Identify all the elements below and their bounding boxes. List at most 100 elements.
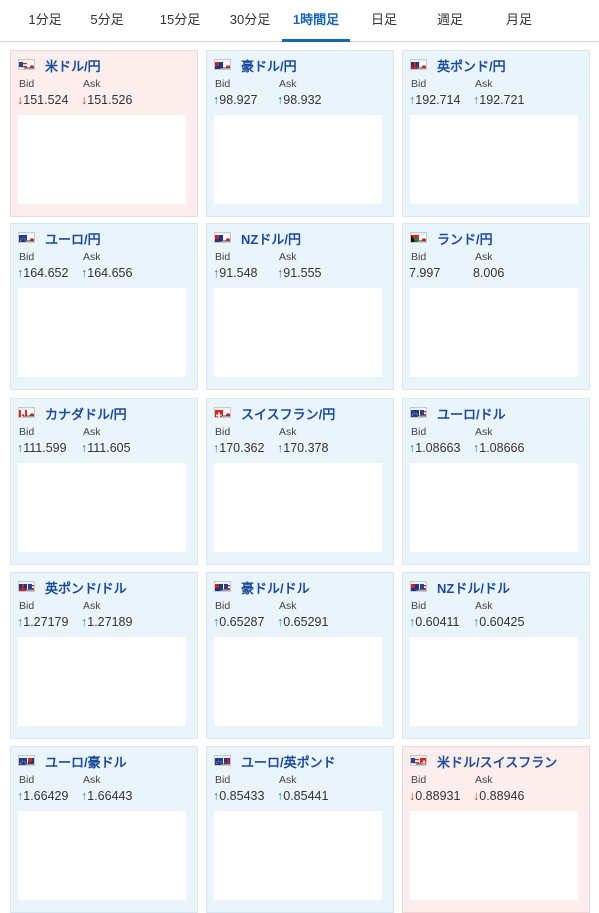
- price-chart[interactable]: [214, 637, 382, 726]
- tab-1[interactable]: 5分足: [90, 12, 124, 27]
- price-chart[interactable]: [18, 637, 186, 726]
- price-chart[interactable]: [18, 463, 186, 552]
- currency-card[interactable]: 0.6560.6540.65214:002:0014:00 豪ドル/ドル Bid…: [206, 572, 394, 739]
- currency-card[interactable]: 19219119014:002:0014:00 英ポンド/円 Bid Ask ↑…: [402, 50, 590, 217]
- plot-frame: [220, 240, 230, 242]
- price-chart[interactable]: [214, 811, 382, 900]
- bid-value: 98.927: [219, 93, 258, 107]
- tab-3[interactable]: 30分足: [229, 12, 271, 27]
- bid-price: ↑1.27179: [17, 615, 68, 629]
- ask-price: ↓151.526: [81, 93, 132, 107]
- currency-pair-title[interactable]: 英ポンド/ドル: [45, 581, 127, 596]
- ask-price: ↑0.85441: [277, 789, 328, 803]
- ask-price: ↑1.27189: [81, 615, 132, 629]
- plot-frame: [24, 415, 34, 417]
- ask-label: Ask: [279, 774, 297, 786]
- ask-label: Ask: [475, 78, 493, 90]
- currency-pair-title[interactable]: ユーロ/円: [45, 232, 101, 247]
- price-chart[interactable]: [410, 288, 578, 377]
- currency-pair-title[interactable]: NZドル/ドル: [437, 581, 510, 596]
- price-chart[interactable]: [214, 115, 382, 204]
- ask-trend-arrow-icon: ↓: [473, 789, 480, 803]
- ask-label: Ask: [83, 78, 101, 90]
- price-chart[interactable]: [410, 115, 578, 204]
- currency-card[interactable]: 16416316214:002:0014:00 ユーロ/円 Bid Ask ↑1…: [10, 223, 198, 390]
- currency-pair-title[interactable]: ユーロ/英ポンド: [241, 755, 336, 770]
- candlestick-chart-svg: [18, 463, 186, 552]
- ask-trend-arrow-icon: ↑: [81, 266, 88, 280]
- currency-pair-title[interactable]: 英ポンド/円: [437, 59, 506, 74]
- candlestick-chart-svg: [410, 637, 578, 726]
- currency-pair-title[interactable]: スイスフラン/円: [241, 407, 336, 422]
- currency-pair-title[interactable]: NZドル/円: [241, 232, 301, 247]
- tab-6[interactable]: 週足: [436, 12, 463, 27]
- currency-card[interactable]: 17016916814:002:0014:00 スイスフラン/円 Bid Ask…: [206, 398, 394, 565]
- candlestick-chart-svg: [214, 288, 382, 377]
- bid-price: 7.997: [409, 266, 440, 280]
- currency-pair-title[interactable]: ランド/円: [437, 232, 493, 247]
- plot-frame: [220, 763, 230, 765]
- tab-0[interactable]: 1分足: [28, 12, 62, 27]
- ask-trend-arrow-icon: ↑: [277, 789, 284, 803]
- ask-label: Ask: [279, 251, 297, 263]
- plot-frame: [24, 67, 34, 69]
- bid-price: ↑111.599: [17, 441, 67, 455]
- price-chart[interactable]: [410, 463, 578, 552]
- currency-card[interactable]: 87.957.97.8514:002:0014:00 ランド/円 Bid Ask…: [402, 223, 590, 390]
- bid-label: Bid: [19, 251, 35, 263]
- eu-jp-flag-icon: 16416316214:002:0014:00: [18, 232, 35, 243]
- price-chart[interactable]: [214, 288, 382, 377]
- ask-value: 0.85441: [283, 789, 329, 803]
- currency-card[interactable]: 0.890.8880.88614:002:0014:00 米ドル/スイスフラン …: [402, 746, 590, 913]
- ask-price: ↑192.721: [473, 93, 524, 107]
- au-us-flag-icon: 0.6560.6540.65214:002:0014:00: [214, 581, 231, 592]
- bid-price: ↑98.927: [213, 93, 257, 107]
- bid-price: ↑192.714: [409, 93, 460, 107]
- tab-5[interactable]: 日足: [370, 12, 397, 27]
- bid-value: 151.524: [23, 93, 69, 107]
- price-chart[interactable]: [18, 115, 186, 204]
- ask-label: Ask: [279, 78, 297, 90]
- bid-label: Bid: [19, 78, 35, 90]
- currency-card[interactable]: 1.2721.271.26814:002:0014:00 英ポンド/ドル Bid…: [10, 572, 198, 739]
- bid-label: Bid: [215, 774, 231, 786]
- currency-card[interactable]: 0.8550.85414:002:0014:00 ユーロ/英ポンド Bid As…: [206, 746, 394, 913]
- currency-pair-title[interactable]: 豪ドル/円: [241, 59, 297, 74]
- currency-pair-title[interactable]: カナダドル/円: [45, 407, 127, 422]
- nz-jp-flag-icon: 91.59190.514:002:0014:00: [214, 232, 231, 243]
- currency-card[interactable]: 0.6080.6060.60414:002:0014:00 NZドル/ドル Bi…: [402, 572, 590, 739]
- currency-card[interactable]: 9998.59814:002:0014:00 豪ドル/円 Bid Ask ↑98…: [206, 50, 394, 217]
- currency-card[interactable]: 15115014914:002:0014:00 米ドル/円 Bid Ask ↓1…: [10, 50, 198, 217]
- price-chart[interactable]: [410, 811, 578, 900]
- candlestick-chart-svg: [214, 637, 382, 726]
- currency-pair-title[interactable]: 豪ドル/ドル: [241, 581, 310, 596]
- ask-label: Ask: [475, 600, 493, 612]
- tab-2[interactable]: 15分足: [159, 12, 201, 27]
- price-chart[interactable]: [18, 288, 186, 377]
- timeframe-tabs: 1分足 5分足 15分足 30分足 1時間足 日足 週足 月足: [0, 0, 599, 42]
- ask-trend-arrow-icon: ↑: [277, 266, 284, 280]
- currency-card[interactable]: 1.6651.6614:002:0014:00 ユーロ/豪ドル Bid Ask …: [10, 746, 198, 913]
- bid-price: ↓151.524: [17, 93, 68, 107]
- currency-pair-title[interactable]: ユーロ/豪ドル: [45, 755, 127, 770]
- us-ch-flag-icon: 0.890.8880.88614:002:0014:00: [410, 755, 427, 766]
- bid-trend-arrow-icon: ↓: [17, 93, 24, 107]
- currency-card[interactable]: 111.5111110.514:002:0014:00 カナダドル/円 Bid …: [10, 398, 198, 565]
- currency-pair-title[interactable]: ユーロ/ドル: [437, 407, 506, 422]
- currency-pair-title[interactable]: 米ドル/円: [45, 59, 101, 74]
- currency-card[interactable]: 91.59190.514:002:0014:00 NZドル/円 Bid Ask …: [206, 223, 394, 390]
- bid-price: ↑0.85433: [213, 789, 264, 803]
- price-chart[interactable]: [214, 463, 382, 552]
- candlestick-chart-svg: [214, 811, 382, 900]
- bid-value: 1.66429: [23, 789, 69, 803]
- tab-7[interactable]: 月足: [505, 12, 532, 27]
- currency-card[interactable]: 1.0881.0861.08414:002:0014:00 ユーロ/ドル Bid…: [402, 398, 590, 565]
- currency-pair-title[interactable]: 米ドル/スイスフラン: [437, 755, 558, 770]
- bid-price: ↑91.548: [213, 266, 257, 280]
- price-chart[interactable]: [18, 811, 186, 900]
- ask-trend-arrow-icon: ↑: [473, 615, 480, 629]
- plot-frame: [416, 415, 426, 417]
- tab-4[interactable]: 1時間足: [282, 0, 350, 42]
- price-chart[interactable]: [410, 637, 578, 726]
- candlestick-chart-svg: [18, 115, 186, 204]
